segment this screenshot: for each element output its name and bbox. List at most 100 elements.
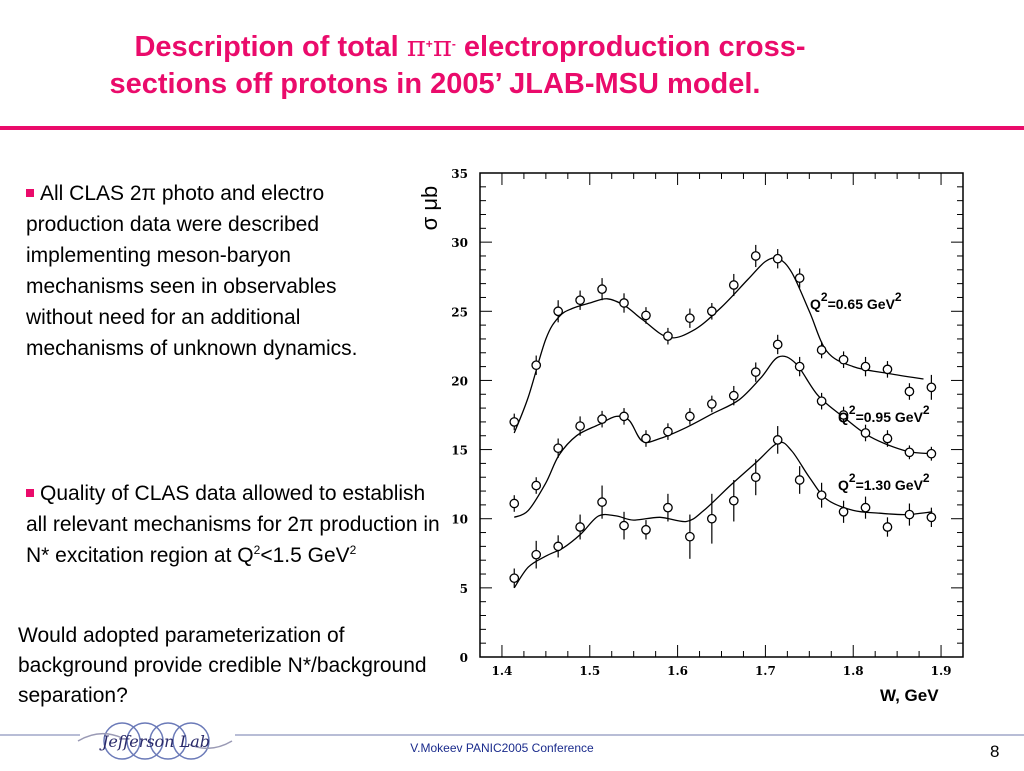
title-line2: sections off protons in 2005’ JLAB-MSU m… xyxy=(109,68,761,100)
data-point xyxy=(728,280,739,290)
x-axis-label: W, GeV xyxy=(880,686,939,705)
data-point xyxy=(816,396,827,407)
x-tick-label: 1.8 xyxy=(843,664,864,678)
data-point xyxy=(728,390,739,401)
y-tick-label: 30 xyxy=(451,236,468,250)
data-point xyxy=(860,361,871,372)
data-point xyxy=(619,298,629,308)
data-point xyxy=(838,354,849,365)
data-point xyxy=(531,549,542,560)
data-point xyxy=(860,502,871,513)
y-tick-label: 20 xyxy=(451,374,468,388)
page-number: 8 xyxy=(990,742,1000,761)
data-point xyxy=(553,306,564,317)
data-point xyxy=(816,490,827,501)
data-point xyxy=(926,448,937,459)
data-point xyxy=(619,520,629,531)
bullet-1-text: All CLAS 2π photo and electro production… xyxy=(26,182,358,360)
data-point xyxy=(509,573,520,584)
question-text: Would adopted parameterization of backgr… xyxy=(18,624,427,707)
data-point xyxy=(750,472,761,483)
data-point xyxy=(509,498,520,509)
data-point xyxy=(904,447,915,458)
x-tick-label: 1.6 xyxy=(667,664,688,678)
data-point xyxy=(794,361,805,372)
data-point xyxy=(685,313,695,324)
data-point xyxy=(926,382,937,393)
data-point xyxy=(663,502,673,513)
title-pi-symbol: π xyxy=(406,29,426,63)
data-point xyxy=(794,475,805,485)
data-point xyxy=(575,421,585,431)
data-point xyxy=(816,345,827,355)
y-tick-label: 10 xyxy=(451,513,468,527)
data-point xyxy=(904,386,915,397)
y-tick-label: 35 xyxy=(451,167,468,181)
data-point xyxy=(706,306,717,317)
series-label-q065: Q2=0.65 GeV2 xyxy=(810,290,902,312)
model-curve-0 xyxy=(513,257,924,434)
x-tick-label: 1.5 xyxy=(579,664,600,678)
data-point xyxy=(882,364,893,375)
data-point xyxy=(882,522,893,532)
slide-title: Description of total π+π- electroproduct… xyxy=(20,28,920,103)
data-point xyxy=(706,399,717,409)
data-point xyxy=(750,251,761,261)
x-tick-label: 1.4 xyxy=(492,664,513,678)
svg-text:Jefferson Lab: Jefferson Lab xyxy=(99,732,210,751)
bullet-square-icon xyxy=(26,489,34,497)
data-point xyxy=(509,417,520,427)
model-curve-2 xyxy=(513,441,933,589)
data-point xyxy=(663,426,673,437)
data-point xyxy=(838,506,849,517)
data-point xyxy=(597,284,607,295)
x-tick-label: 1.7 xyxy=(755,664,776,678)
data-point xyxy=(685,411,695,422)
data-point xyxy=(772,435,783,445)
data-point xyxy=(772,253,783,264)
data-point xyxy=(531,480,542,491)
jefferson-lab-logo: Jefferson Lab xyxy=(70,716,240,766)
data-point xyxy=(685,531,695,542)
data-point xyxy=(926,512,937,523)
bullet-square-icon xyxy=(26,189,34,197)
data-point xyxy=(772,339,783,350)
footer-rule-left xyxy=(0,734,80,736)
data-point xyxy=(882,433,893,444)
data-point xyxy=(531,360,542,371)
data-point xyxy=(553,541,564,552)
data-point xyxy=(619,411,629,422)
bullet-2-text: Quality of CLAS data allowed to establis… xyxy=(26,482,440,567)
y-axis-label: σ μb xyxy=(417,185,442,231)
data-point xyxy=(750,367,761,377)
y-tick-label: 0 xyxy=(460,651,468,665)
data-point xyxy=(641,433,651,444)
data-point xyxy=(838,410,849,420)
data-point xyxy=(904,509,915,520)
y-tick-label: 5 xyxy=(460,582,468,596)
footer-conference: V.Mokeev PANIC2005 Conference xyxy=(410,741,594,755)
title-divider xyxy=(0,126,1024,130)
data-point xyxy=(860,428,871,438)
data-point xyxy=(663,331,673,342)
data-point xyxy=(553,443,564,454)
model-curve-1 xyxy=(513,355,933,518)
data-point xyxy=(706,513,717,524)
y-tick-label: 15 xyxy=(451,444,468,458)
footer-rule-right xyxy=(235,734,1024,736)
bullet-1: All CLAS 2π photo and electro production… xyxy=(26,178,366,364)
data-point xyxy=(641,310,651,321)
data-point xyxy=(794,273,805,283)
data-point xyxy=(641,524,651,535)
series-label-q095: Q2=0.95 GeV2 xyxy=(838,403,930,425)
x-tick-label: 1.9 xyxy=(931,664,952,678)
y-tick-label: 25 xyxy=(451,305,468,319)
data-point xyxy=(597,414,607,424)
title-line1: Description of total π+π- electroproduct… xyxy=(134,29,806,63)
data-point xyxy=(575,295,585,306)
data-point xyxy=(728,495,739,506)
data-point xyxy=(575,522,585,532)
bullet-2: Quality of CLAS data allowed to establis… xyxy=(26,478,446,571)
data-point xyxy=(597,497,607,507)
